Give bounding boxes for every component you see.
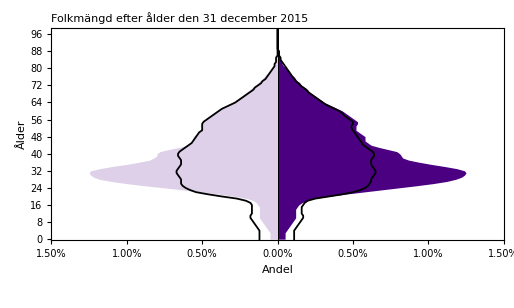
X-axis label: Andel: Andel [262, 265, 293, 275]
Text: Folkmängd efter ålder den 31 december 2015: Folkmängd efter ålder den 31 december 20… [51, 12, 308, 24]
Y-axis label: Ålder: Ålder [17, 119, 27, 149]
